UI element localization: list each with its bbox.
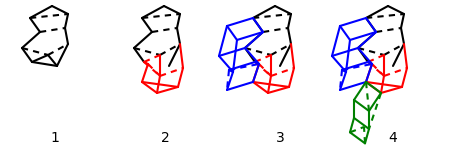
Text: 1: 1 xyxy=(50,131,59,145)
Text: 4: 4 xyxy=(389,131,397,145)
Text: 3: 3 xyxy=(275,131,284,145)
Text: 2: 2 xyxy=(161,131,169,145)
